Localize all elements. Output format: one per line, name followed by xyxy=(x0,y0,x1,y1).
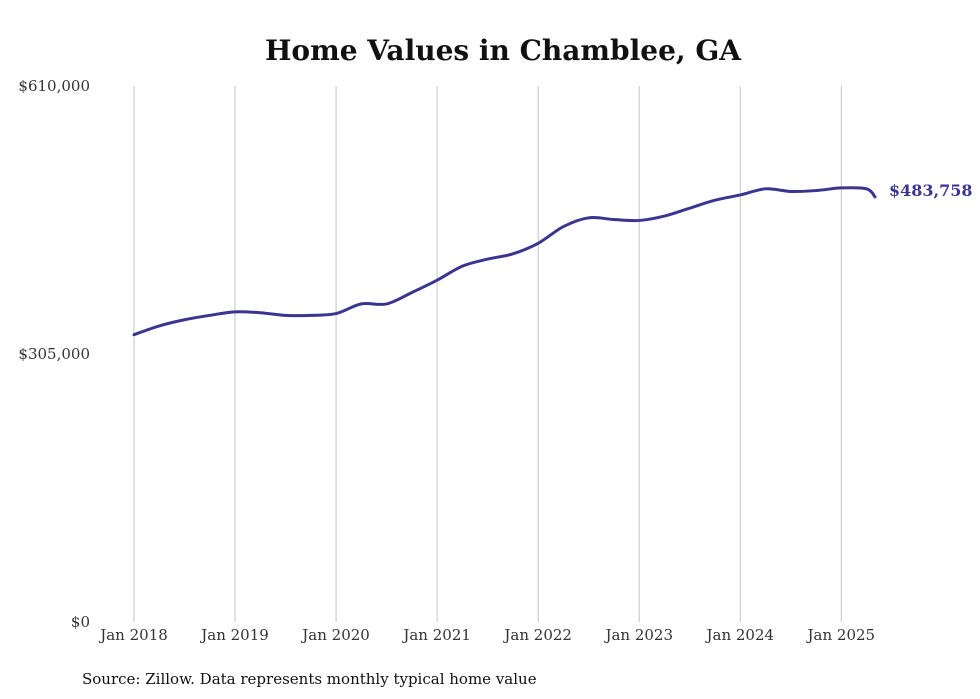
end-value-label: $483,758 xyxy=(889,181,973,200)
x-tick-label: Jan 2025 xyxy=(806,626,876,644)
y-tick-label: $610,000 xyxy=(18,77,90,95)
x-tick-label: Jan 2018 xyxy=(98,626,168,644)
chart-title: Home Values in Chamblee, GA xyxy=(265,34,742,67)
y-tick-label: $0 xyxy=(71,613,90,631)
x-tick-label: Jan 2023 xyxy=(603,626,673,644)
series-line xyxy=(132,186,877,337)
x-tick-label: Jan 2024 xyxy=(704,626,774,644)
series-group: $483,758 xyxy=(132,181,973,337)
source-note: Source: Zillow. Data represents monthly … xyxy=(82,670,537,688)
x-tick-label: Jan 2020 xyxy=(300,626,370,644)
y-tick-label: $305,000 xyxy=(18,345,90,363)
x-tick-label: Jan 2019 xyxy=(199,626,269,644)
x-axis: Jan 2018 Jan 2019 Jan 2020 Jan 2021 Jan 2022… xyxy=(98,626,875,644)
x-tick-label: Jan 2022 xyxy=(502,626,572,644)
grid-lines xyxy=(133,86,842,622)
y-axis: $0 $305,000 $610,000 xyxy=(18,77,90,631)
x-tick-label: Jan 2021 xyxy=(401,626,471,644)
